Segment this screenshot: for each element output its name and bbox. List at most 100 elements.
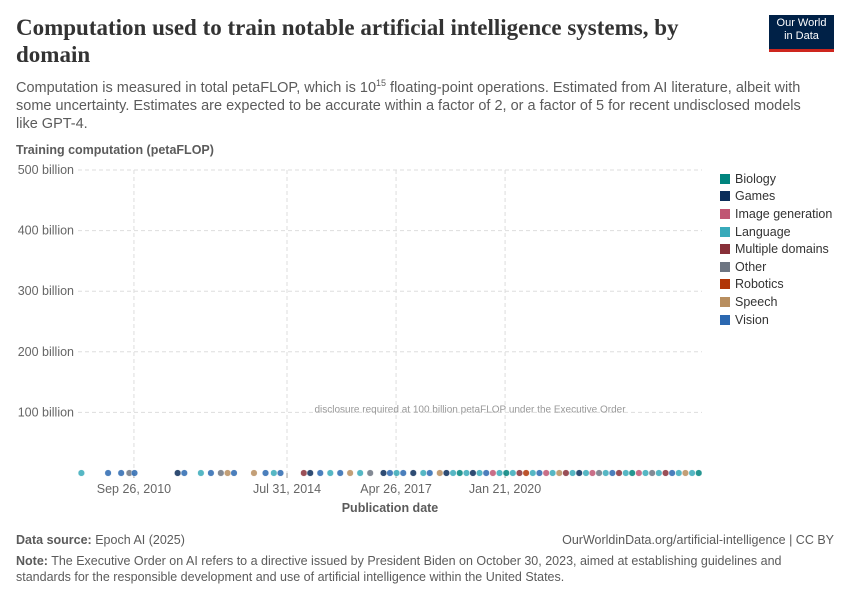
data-point: [104, 469, 112, 477]
data-point: [250, 469, 258, 477]
legend-label: Image generation: [735, 206, 833, 221]
y-tick-label: 400 billion: [18, 224, 74, 238]
data-source: Data source: Epoch AI (2025): [16, 533, 185, 547]
data-point: [535, 469, 543, 477]
legend-item[interactable]: Multiple domains: [720, 240, 832, 258]
legend-swatch: [720, 296, 730, 307]
data-point: [386, 469, 394, 477]
data-point: [262, 469, 270, 477]
note-label: Note:: [16, 554, 48, 568]
data-point: [217, 469, 225, 477]
data-point: [496, 469, 504, 477]
legend-label: Multiple domains: [735, 242, 829, 257]
data-point: [399, 469, 407, 477]
legend-swatch: [720, 261, 730, 272]
legend-label: Language: [735, 224, 791, 239]
data-point: [595, 469, 603, 477]
legend-swatch: [720, 208, 730, 219]
data-point: [346, 469, 354, 477]
data-point: [675, 469, 683, 477]
legend-swatch: [720, 314, 730, 325]
source-url-link[interactable]: OurWorldinData.org/artificial-intelligen…: [562, 533, 834, 547]
data-point: [588, 469, 596, 477]
legend-item[interactable]: Image generation: [720, 205, 832, 223]
data-point: [542, 469, 550, 477]
data-point: [655, 469, 663, 477]
legend-swatch: [720, 244, 730, 255]
data-point: [336, 469, 344, 477]
data-point: [469, 469, 477, 477]
data-point: [130, 469, 138, 477]
data-point: [449, 469, 457, 477]
data-point: [562, 469, 570, 477]
note-text: The Executive Order on AI refers to a di…: [16, 554, 782, 584]
legend-swatch: [720, 191, 730, 202]
data-point: [326, 469, 334, 477]
data-point: [476, 469, 484, 477]
subtitle-part-1: Computation is measured in total petaFLO…: [16, 79, 377, 96]
legend-label: Games: [735, 189, 776, 204]
legend-label: Speech: [735, 294, 778, 309]
data-point: [207, 469, 215, 477]
data-point: [180, 469, 188, 477]
data-point: [608, 469, 616, 477]
data-point: [549, 469, 557, 477]
x-tick-label: Jul 31, 2014: [253, 482, 321, 496]
legend-item[interactable]: Speech: [720, 293, 832, 311]
data-point: [662, 469, 670, 477]
data-point: [681, 469, 689, 477]
data-point: [569, 469, 577, 477]
data-point: [615, 469, 623, 477]
data-point: [622, 469, 630, 477]
data-point: [77, 469, 85, 477]
data-point: [366, 469, 374, 477]
chart-subtitle: Computation is measured in total petaFLO…: [16, 74, 816, 133]
data-point: [409, 469, 417, 477]
data-point: [117, 469, 125, 477]
y-axis-title: Training computation (petaFLOP): [16, 143, 214, 157]
legend-item[interactable]: Language: [720, 223, 832, 241]
data-point: [380, 469, 388, 477]
data-point: [648, 469, 656, 477]
legend-item[interactable]: Robotics: [720, 276, 832, 294]
data-point: [356, 469, 364, 477]
data-point: [555, 469, 563, 477]
data-point: [688, 469, 696, 477]
data-point: [197, 469, 205, 477]
legend-swatch: [720, 226, 730, 237]
owid-logo[interactable]: Our World in Data: [769, 15, 834, 52]
legend-item[interactable]: Other: [720, 258, 832, 276]
legend-label: Biology: [735, 171, 776, 186]
legend-item[interactable]: Games: [720, 188, 832, 206]
legend-swatch: [720, 173, 730, 184]
data-point: [515, 469, 523, 477]
data-point: [393, 469, 401, 477]
data-point: [270, 469, 278, 477]
data-point: [635, 469, 643, 477]
legend-item[interactable]: Biology: [720, 170, 832, 188]
data-point: [642, 469, 650, 477]
data-point: [419, 469, 427, 477]
data-point: [442, 469, 450, 477]
data-point: [668, 469, 676, 477]
legend: Biology Games Image generation Language Mult…: [720, 170, 832, 328]
data-point: [582, 469, 590, 477]
data-point: [628, 469, 636, 477]
legend-item[interactable]: Vision: [720, 311, 832, 329]
data-point: [602, 469, 610, 477]
data-point: [224, 469, 232, 477]
executive-order-annotation: disclosure required at 100 billion petaF…: [314, 404, 626, 415]
data-point: [174, 469, 182, 477]
x-axis-title: Publication date: [341, 501, 439, 515]
legend-label: Robotics: [735, 277, 784, 292]
x-tick-label: Apr 26, 2017: [360, 482, 432, 496]
y-tick-label: 200 billion: [18, 345, 74, 359]
logo-line-2: in Data: [784, 29, 819, 42]
data-point: [426, 469, 434, 477]
legend-label: Other: [735, 259, 767, 274]
legend-swatch: [720, 279, 730, 290]
y-tick-label: 500 billion: [18, 163, 74, 177]
data-point: [456, 469, 464, 477]
data-point: [509, 469, 517, 477]
